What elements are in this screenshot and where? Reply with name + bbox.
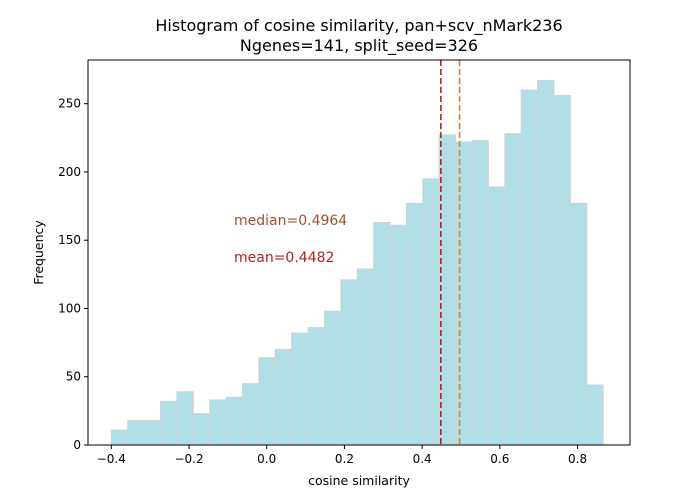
histogram-bars <box>110 79 604 446</box>
histogram-bar <box>487 186 506 446</box>
x-tick-label: −0.4 <box>97 452 126 466</box>
histogram-bar <box>389 224 407 446</box>
histogram-bar <box>405 202 424 446</box>
x-tick-label: 0.6 <box>490 452 509 466</box>
histogram-bar <box>586 384 604 446</box>
x-axis-ticks: −0.4 −0.2 0.0 0.2 0.4 0.6 0.8 <box>97 445 587 466</box>
reference-lines <box>440 60 461 445</box>
y-tick-label: 200 <box>58 165 81 179</box>
y-tick-label: 150 <box>58 233 81 247</box>
x-axis-label: cosine similarity <box>308 473 410 488</box>
histogram-bar <box>127 419 145 446</box>
histogram-bar <box>307 327 325 446</box>
chart-title: Histogram of cosine similarity, pan+scv_… <box>155 16 562 36</box>
histogram-bar <box>143 419 161 446</box>
histogram-bar <box>110 429 129 446</box>
chart-subtitle: Ngenes=141, split_seed=326 <box>240 36 478 56</box>
histogram-bar <box>471 140 489 446</box>
histogram-bar <box>537 79 555 446</box>
x-tick-label: 0.8 <box>568 452 587 466</box>
histogram-bar <box>520 89 539 446</box>
x-tick-label: 0.4 <box>413 452 432 466</box>
histogram-bar <box>373 221 391 446</box>
histogram-bar <box>159 400 178 446</box>
histogram-bar <box>340 279 358 446</box>
x-tick-label: −0.2 <box>174 452 203 466</box>
y-tick-label: 0 <box>73 438 81 452</box>
histogram-bar <box>258 357 276 446</box>
y-axis-ticks: 0 50 100 150 200 250 <box>58 97 88 452</box>
histogram-bar <box>553 94 571 446</box>
histogram-bar <box>569 202 588 446</box>
histogram-bar <box>274 348 293 446</box>
histogram-bar <box>225 396 243 446</box>
histogram-bar <box>356 268 375 446</box>
plot-frame <box>87 59 631 446</box>
median-annotation: median=0.4964 <box>234 213 347 229</box>
histogram-bar <box>291 332 309 446</box>
y-axis-label: Frequency <box>31 220 46 285</box>
histogram-bar <box>241 383 260 446</box>
histogram-bar <box>323 310 342 446</box>
histogram-bar <box>209 399 227 446</box>
x-tick-label: 0.2 <box>335 452 354 466</box>
y-tick-label: 250 <box>58 97 81 111</box>
histogram-bar <box>176 391 194 446</box>
histogram-bar <box>422 178 440 446</box>
histogram-bar <box>192 413 211 446</box>
histogram-bar <box>504 133 522 446</box>
histogram-bar <box>455 141 473 446</box>
y-tick-label: 100 <box>58 301 81 315</box>
x-tick-label: 0.0 <box>257 452 276 466</box>
histogram-bar <box>438 134 457 446</box>
y-tick-label: 50 <box>66 370 81 384</box>
mean-annotation: mean=0.4482 <box>234 250 334 266</box>
